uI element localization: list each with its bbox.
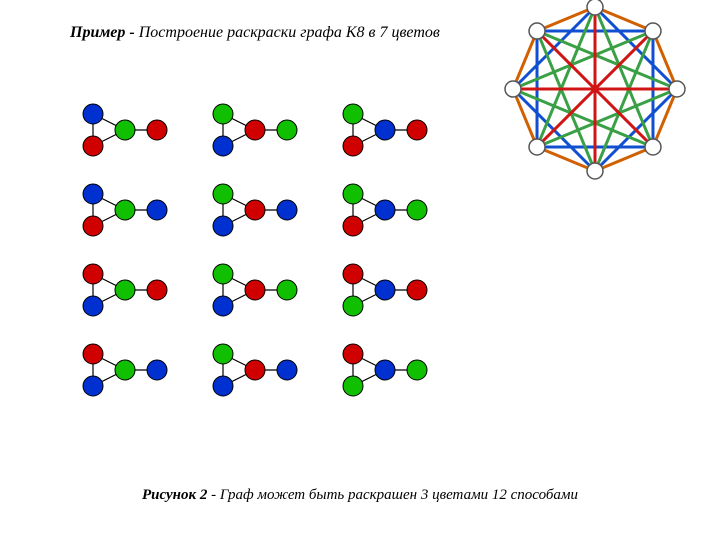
node: [245, 200, 265, 220]
k8-node: [645, 23, 661, 39]
node: [407, 360, 427, 380]
small-graph: [75, 340, 175, 400]
k8-node: [529, 23, 545, 39]
colorings-grid: [75, 100, 465, 420]
node: [375, 200, 395, 220]
grid-cell: [205, 180, 335, 240]
k8-node: [529, 139, 545, 155]
node: [343, 296, 363, 316]
small-graph: [335, 260, 435, 320]
node: [147, 360, 167, 380]
grid-row: [75, 260, 465, 320]
node: [115, 200, 135, 220]
title-prefix: Пример -: [70, 24, 139, 41]
node: [407, 280, 427, 300]
node: [83, 344, 103, 364]
k8-node: [587, 0, 603, 15]
node: [115, 360, 135, 380]
node: [343, 216, 363, 236]
small-graph: [75, 100, 175, 160]
k8-graph: [500, 0, 690, 184]
small-graph: [335, 180, 435, 240]
node: [407, 120, 427, 140]
grid-cell: [205, 100, 335, 160]
grid-row: [75, 340, 465, 400]
node: [83, 136, 103, 156]
node: [83, 104, 103, 124]
k8-node: [669, 81, 685, 97]
grid-cell: [75, 260, 205, 320]
node: [83, 184, 103, 204]
k8-svg: [500, 0, 690, 184]
node: [213, 376, 233, 396]
node: [277, 280, 297, 300]
node: [375, 120, 395, 140]
node: [343, 104, 363, 124]
node: [343, 184, 363, 204]
grid-cell: [335, 340, 465, 400]
node: [83, 376, 103, 396]
node: [213, 264, 233, 284]
caption-rest: - Граф может быть раскрашен 3 цветами 12…: [207, 487, 578, 503]
small-graph: [335, 340, 435, 400]
grid-row: [75, 180, 465, 240]
node: [213, 344, 233, 364]
small-graph: [75, 180, 175, 240]
node: [213, 216, 233, 236]
small-graph: [205, 260, 305, 320]
node: [343, 376, 363, 396]
title: Пример - Построение раскраски графа K8 в…: [70, 24, 440, 42]
node: [277, 120, 297, 140]
node: [83, 264, 103, 284]
small-graph: [205, 340, 305, 400]
node: [115, 120, 135, 140]
node: [407, 200, 427, 220]
small-graph: [205, 100, 305, 160]
grid-cell: [335, 260, 465, 320]
small-graph: [335, 100, 435, 160]
node: [375, 360, 395, 380]
grid-cell: [205, 260, 335, 320]
node: [277, 360, 297, 380]
node: [83, 216, 103, 236]
node: [343, 344, 363, 364]
node: [245, 280, 265, 300]
node: [343, 264, 363, 284]
node: [375, 280, 395, 300]
node: [213, 184, 233, 204]
node: [343, 136, 363, 156]
node: [147, 200, 167, 220]
node: [147, 120, 167, 140]
k8-node: [587, 163, 603, 179]
k8-node: [645, 139, 661, 155]
node: [147, 280, 167, 300]
node: [213, 296, 233, 316]
caption-prefix: Рисунок 2: [142, 487, 207, 503]
node: [115, 280, 135, 300]
node: [245, 120, 265, 140]
small-graph: [205, 180, 305, 240]
grid-cell: [205, 340, 335, 400]
grid-cell: [75, 340, 205, 400]
node: [245, 360, 265, 380]
k8-node: [505, 81, 521, 97]
grid-cell: [75, 100, 205, 160]
caption: Рисунок 2 - Граф может быть раскрашен 3 …: [0, 487, 720, 504]
grid-cell: [335, 100, 465, 160]
small-graph: [75, 260, 175, 320]
node: [83, 296, 103, 316]
grid-cell: [75, 180, 205, 240]
grid-cell: [335, 180, 465, 240]
title-rest: Построение раскраски графа K8 в 7 цветов: [139, 24, 440, 41]
node: [213, 136, 233, 156]
node: [277, 200, 297, 220]
node: [213, 104, 233, 124]
grid-row: [75, 100, 465, 160]
